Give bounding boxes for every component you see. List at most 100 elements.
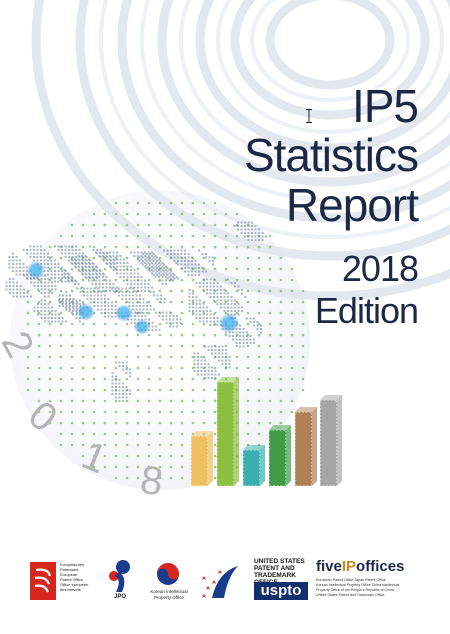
globe-dot	[202, 421, 206, 425]
globe-dot	[279, 311, 283, 315]
continent-dot	[199, 303, 201, 305]
continent-dot	[220, 289, 222, 291]
continent-dot	[74, 262, 76, 264]
continent-dot	[133, 269, 136, 271]
globe-dot	[125, 476, 129, 480]
continent-dot	[151, 265, 153, 268]
continent-dot	[75, 245, 77, 248]
continent-dot	[261, 232, 264, 234]
globe-dot	[70, 410, 74, 414]
globe-dot	[92, 212, 96, 216]
continent-dot	[54, 280, 56, 283]
continent-dot	[91, 269, 94, 271]
continent-dot	[166, 253, 169, 255]
globe-dot	[59, 355, 63, 359]
continent-dot	[138, 260, 141, 262]
globe-dot	[59, 399, 63, 403]
continent-dot	[261, 239, 264, 241]
continent-dot	[130, 265, 132, 268]
globe-dot	[224, 256, 228, 260]
continent-dot	[165, 315, 168, 317]
continent-dot	[148, 318, 150, 321]
continent-dot	[206, 306, 208, 309]
continent-dot	[180, 249, 183, 252]
globe-dot	[257, 300, 261, 304]
globe-dot	[268, 410, 272, 414]
continent-dot	[197, 366, 199, 369]
continent-dot	[50, 277, 53, 279]
continent-dot	[61, 317, 64, 319]
continent-dot	[37, 288, 39, 291]
continent-dot	[68, 252, 70, 255]
continent-dot	[193, 370, 196, 372]
globe-dot	[125, 355, 129, 359]
continent-dot	[205, 256, 207, 259]
continent-dot	[159, 270, 162, 273]
continent-dot	[246, 317, 248, 320]
continent-dot	[241, 310, 243, 312]
continent-dot	[159, 260, 162, 262]
globe-dot	[213, 333, 217, 337]
continent-dot	[111, 312, 113, 314]
continent-dot	[26, 252, 28, 255]
continent-dot	[239, 342, 241, 344]
continent-dot	[40, 292, 43, 294]
globe-dot	[59, 432, 63, 436]
continent-dot	[134, 322, 136, 324]
globe-dot	[202, 410, 206, 414]
globe-dot	[103, 388, 107, 392]
globe-dot	[213, 421, 217, 425]
continent-dot	[216, 299, 219, 302]
continent-dot	[19, 292, 22, 294]
globe-dot	[26, 377, 30, 381]
globe-dot	[81, 322, 85, 326]
continent-dot	[68, 259, 70, 262]
continent-dot	[161, 279, 164, 282]
continent-dot	[81, 265, 83, 268]
continent-dot	[142, 301, 145, 304]
continent-dot	[61, 266, 63, 269]
continent-dot	[50, 270, 53, 272]
continent-dot	[151, 322, 154, 324]
continent-dot	[36, 245, 39, 248]
continent-dot	[227, 310, 229, 312]
continent-dot	[19, 288, 22, 291]
epo-mark-icon	[30, 562, 56, 600]
continent-dot	[168, 272, 171, 275]
continent-dot	[88, 279, 90, 282]
globe-dot	[180, 465, 184, 469]
globe-dot	[92, 465, 96, 469]
continent-dot	[75, 310, 78, 312]
globe-dot	[125, 245, 129, 249]
continent-dot	[30, 278, 32, 280]
globe-dot	[114, 322, 118, 326]
globe-dot	[213, 267, 217, 271]
continent-dot	[115, 379, 117, 381]
continent-dot	[68, 249, 70, 251]
continent-dot	[234, 299, 236, 302]
continent-dot	[213, 296, 215, 298]
continent-dot	[133, 255, 136, 257]
continent-dot	[188, 310, 191, 312]
continent-dot	[184, 256, 186, 259]
continent-dot	[209, 320, 212, 323]
continent-dot	[256, 321, 259, 323]
globe-dot	[268, 234, 272, 238]
globe-dot	[279, 300, 283, 304]
continent-dot	[205, 253, 207, 255]
globe-dot	[246, 289, 250, 293]
continent-dot	[265, 235, 267, 238]
continent-dot	[206, 313, 208, 316]
edition-year: 2018	[341, 248, 419, 289]
globe-dot	[279, 278, 283, 282]
continent-dot	[187, 267, 190, 269]
continent-dot	[33, 245, 35, 248]
continent-dot	[169, 318, 171, 321]
continent-dot	[68, 299, 71, 302]
continent-dot	[64, 249, 67, 251]
continent-dot	[125, 291, 127, 293]
globe-dot	[136, 212, 140, 216]
globe-dot	[136, 333, 140, 337]
continent-dot	[213, 289, 215, 291]
continent-dot	[79, 320, 81, 323]
